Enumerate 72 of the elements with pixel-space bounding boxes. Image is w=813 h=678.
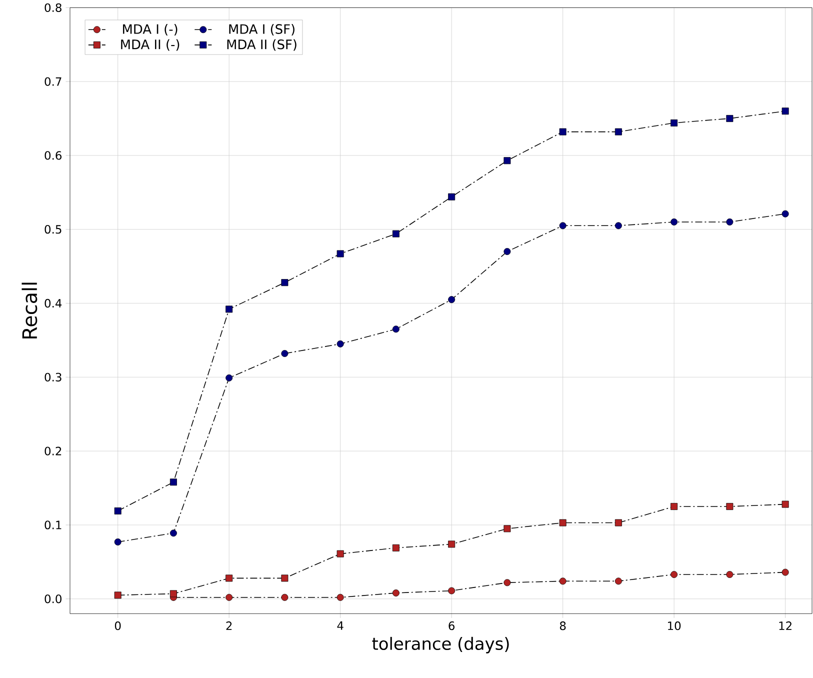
point <box>614 222 622 230</box>
y-axis-title: Recall <box>22 282 38 339</box>
point <box>392 230 400 238</box>
point <box>336 550 344 558</box>
point <box>448 587 456 594</box>
x-tick-label: 6 <box>448 622 454 630</box>
point <box>670 503 678 510</box>
point <box>559 578 566 585</box>
legend-label: MDA I (-) <box>123 24 178 36</box>
x-tick-label: 4 <box>337 622 344 630</box>
point <box>392 326 400 333</box>
point <box>114 538 122 546</box>
y-tick-label: 0.3 <box>44 373 62 382</box>
point <box>448 194 456 200</box>
point <box>281 350 288 358</box>
point <box>226 574 233 582</box>
point <box>504 579 511 586</box>
point <box>448 540 456 548</box>
point <box>448 296 456 304</box>
point <box>559 222 566 230</box>
point <box>782 210 789 218</box>
point <box>226 594 233 602</box>
point <box>336 594 344 602</box>
y-tick-label: 0.0 <box>44 594 62 604</box>
y-tick-label: 0.4 <box>44 299 62 308</box>
y-tick-label: 0.8 <box>44 3 62 12</box>
point <box>170 478 177 486</box>
point <box>614 578 622 585</box>
x-tick-label: 12 <box>779 622 792 630</box>
point <box>504 248 511 256</box>
point <box>670 120 678 127</box>
point <box>170 530 177 537</box>
point <box>782 568 789 576</box>
point <box>504 157 511 164</box>
point <box>226 374 233 382</box>
point <box>392 590 400 597</box>
point <box>726 503 734 510</box>
point <box>281 279 288 286</box>
point <box>504 525 511 532</box>
legend-label: MDA II (SF) <box>227 39 296 51</box>
point <box>170 590 177 598</box>
point <box>614 519 622 526</box>
point <box>670 218 678 226</box>
point <box>614 128 622 136</box>
point <box>559 128 566 136</box>
point <box>726 115 734 122</box>
point <box>226 306 233 313</box>
point <box>336 340 344 348</box>
point <box>782 108 789 115</box>
y-tick-label: 0.7 <box>44 77 62 86</box>
point <box>670 571 678 578</box>
point <box>114 592 122 599</box>
y-tick-label: 0.6 <box>44 151 62 160</box>
x-axis-title: tolerance (days) <box>372 637 509 654</box>
x-tick-label: 10 <box>668 622 681 630</box>
point <box>726 218 734 226</box>
point <box>392 544 400 552</box>
point <box>281 574 288 582</box>
point <box>114 508 122 515</box>
legend-label: MDA I (SF) <box>229 24 294 36</box>
point <box>336 250 344 258</box>
y-tick-label: 0.2 <box>44 446 62 456</box>
legend-label: MDA II (-) <box>121 39 180 51</box>
x-tick-label: 0 <box>114 622 121 630</box>
point <box>782 500 789 508</box>
y-tick-label: 0.5 <box>44 225 62 234</box>
point <box>559 519 566 526</box>
y-tick-label: 0.1 <box>44 520 62 530</box>
point <box>726 571 734 578</box>
point <box>281 594 288 602</box>
x-tick-label: 2 <box>226 622 232 630</box>
x-tick-label: 8 <box>560 622 566 630</box>
